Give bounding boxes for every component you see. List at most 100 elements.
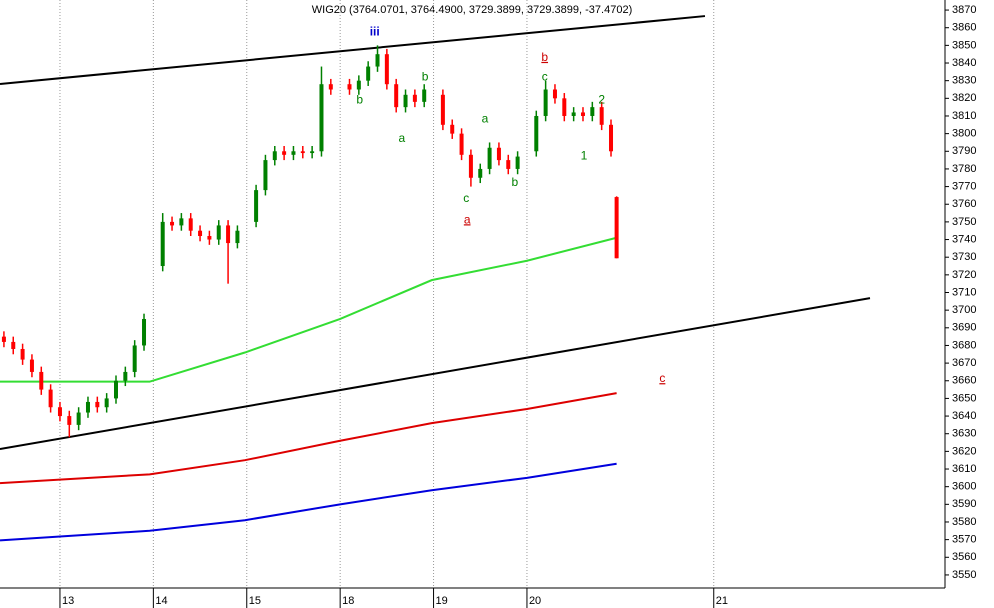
candle-body [76,412,81,425]
y-tick-label: 3650 [952,392,976,404]
wave-label: b [541,50,548,64]
candle-body [412,94,417,102]
y-tick-label: 3850 [952,39,976,51]
candle-body [104,398,109,408]
candle-body [366,66,371,81]
y-tick-label: 3590 [952,498,976,510]
candle-body [160,221,165,267]
candle-body [422,89,427,102]
candle-body [291,151,296,155]
candle-body [440,94,445,125]
candle-body [123,371,128,381]
y-tick-label: 3760 [952,198,976,210]
wave-label: a [398,131,405,145]
candle-body [328,84,333,90]
candle-body [496,147,501,161]
candle-body [11,341,16,349]
candle-body [170,221,175,226]
y-tick-label: 3690 [952,322,976,334]
candle-body [562,98,567,116]
candle-body [48,389,53,408]
y-tick-label: 3630 [952,428,976,440]
candle-body [20,348,25,360]
y-tick-label: 3800 [952,128,976,140]
candle-body [67,416,72,425]
y-tick-label: 3820 [952,92,976,104]
y-tick-label: 3640 [952,410,976,422]
candle-body [534,115,539,152]
candle-body [609,124,614,152]
candle-body [319,84,324,152]
candle-body [506,160,511,169]
candle-body [356,80,361,90]
wave-label: b [356,92,363,106]
candle-body [132,345,137,372]
candle-body [1,336,6,342]
y-tick-label: 3860 [952,22,976,34]
candle-body [487,147,492,169]
wave-label: a [464,212,471,226]
y-tick-label: 3840 [952,57,976,69]
wave-label: b [511,175,518,189]
candle-body [515,156,520,169]
y-tick-label: 3700 [952,304,976,316]
y-tick-label: 3560 [952,551,976,563]
y-tick-label: 3750 [952,216,976,228]
x-tick-label: 13 [62,595,74,607]
candle-body [394,84,399,108]
y-tick-label: 3570 [952,534,976,546]
x-tick-label: 18 [342,595,354,607]
candle-body [39,371,44,390]
candle-body [114,380,119,399]
candle-body [543,89,548,116]
candle-body [29,359,34,372]
x-tick-label: 15 [249,595,261,607]
candle-body [254,190,259,222]
x-tick-label: 21 [716,595,728,607]
candle-body [552,89,557,99]
y-tick-label: 3870 [952,4,976,16]
wave-label: b [422,69,429,83]
y-tick-label: 3670 [952,357,976,369]
y-tick-label: 3810 [952,110,976,122]
candle-body [188,218,193,231]
candle-body [142,318,147,346]
candle-body [179,218,184,226]
overlay-line [0,236,617,383]
candle-body [580,112,585,116]
y-tick-label: 3830 [952,75,976,87]
candle-body [226,225,231,244]
candle-body [468,154,473,178]
wave-label: 1 [581,149,588,163]
candle-body [310,151,315,154]
wave-label: c [463,191,469,205]
candle-body [85,401,90,413]
candle-body [478,168,483,178]
candle-body [263,160,268,191]
y-tick-label: 3680 [952,339,976,351]
wave-label: c [659,371,665,385]
y-tick-label: 3790 [952,145,976,157]
x-tick-label: 20 [529,595,541,607]
candle-body [450,124,455,134]
candle-body [403,94,408,108]
candle-body [347,84,352,90]
overlay-line [0,297,871,451]
candle-body [384,54,389,85]
candle-body [571,112,576,116]
y-tick-label: 3730 [952,251,976,263]
y-tick-label: 3780 [952,163,976,175]
candle-body [198,230,203,237]
y-tick-label: 3610 [952,463,976,475]
y-tick-label: 3720 [952,269,976,281]
x-tick-label: 14 [155,595,167,607]
overlay-line [0,392,617,485]
wave-label: 2 [598,92,605,106]
candle-body [614,197,619,259]
overlay-line [0,462,617,542]
candle-body [272,151,277,161]
wave-label: a [482,112,489,126]
y-tick-label: 3770 [952,180,976,192]
candle-body [590,107,595,116]
